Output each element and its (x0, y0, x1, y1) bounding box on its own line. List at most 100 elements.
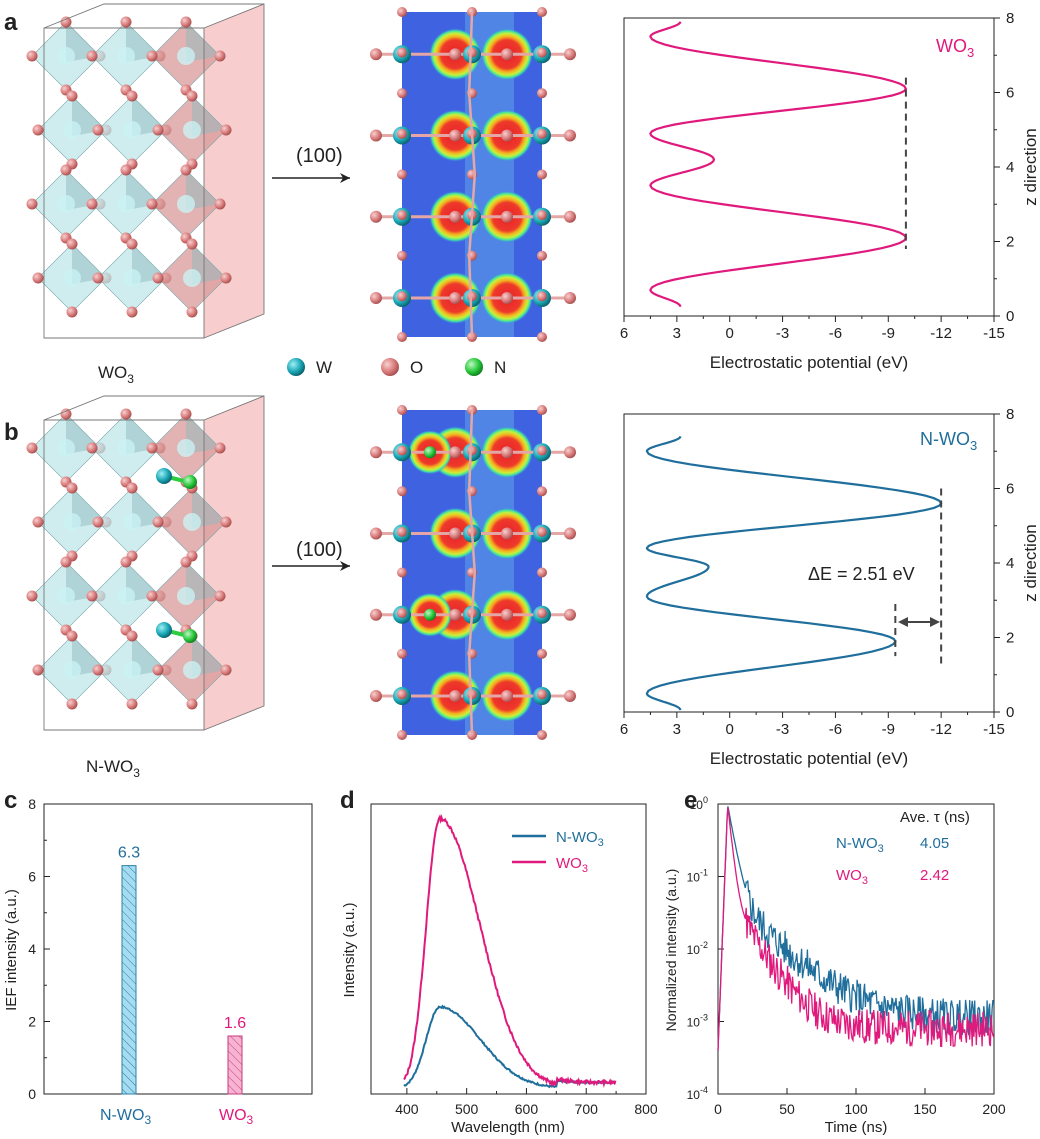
bar-nwo3 (121, 865, 137, 1095)
o-atom (397, 250, 407, 261)
w-atom (57, 439, 75, 457)
chart-a-frame (623, 17, 995, 317)
w-atom (117, 195, 135, 213)
plane-label-a: (100) (296, 145, 343, 167)
o-atom (501, 608, 513, 621)
pl-nwo3-line (403, 1004, 616, 1089)
o-atom (186, 698, 198, 710)
o-atom (370, 608, 382, 621)
bar-wo3-value: 1.6 (224, 1015, 246, 1032)
chart-d-ylabel: Intensity (a.u.) (341, 902, 358, 997)
octahedron-face (192, 488, 226, 528)
tau-header: Ave. τ (ns) (900, 809, 970, 826)
chart-d-xlabel: Wavelength (nm) (451, 1119, 565, 1136)
bar-nwo3-value: 6.3 (118, 845, 140, 862)
chart-c-frame (43, 803, 313, 1095)
chart-e-trpl: 0 50 100 150 200 10-4 10-3 10-2 10-1 100 Ave. τ (… (663, 795, 1006, 1136)
o-atom (537, 608, 547, 619)
octahedron-face (192, 244, 226, 284)
w-atom (57, 47, 75, 65)
x-tick-label: 400 (395, 1101, 419, 1117)
o-atom (397, 608, 407, 619)
n-atom-icon (465, 358, 483, 376)
o-atom (120, 556, 132, 568)
w-atom (117, 587, 135, 605)
o-atom (86, 50, 98, 62)
o-atom (397, 47, 407, 58)
o-atom (397, 526, 407, 537)
o-atom (467, 445, 477, 456)
o-atom (449, 608, 462, 621)
o-atom (397, 332, 407, 342)
w-atom (117, 47, 135, 65)
o-atom (449, 210, 462, 223)
w-atom-icon (287, 358, 305, 376)
o-atom (120, 164, 132, 176)
box-edge (203, 3, 265, 29)
x-tick-label: -12 (930, 325, 952, 342)
n-atom (183, 629, 197, 643)
plane-label-b: (100) (296, 539, 343, 561)
pink-plane (204, 396, 264, 730)
x-tick-label: 50 (779, 1101, 795, 1117)
chart-b-ylabel: z direction (1021, 524, 1040, 601)
x-tick-label: 100 (844, 1101, 868, 1117)
o-atom (152, 272, 164, 284)
nwo3-potential-line (645, 436, 943, 711)
chart-e-ylabel: Normalized intensity (a.u.) (663, 869, 679, 1032)
wo3-charge-density-map (370, 7, 576, 342)
octahedron-face (186, 170, 220, 210)
o-atom (564, 48, 576, 61)
w-atom (177, 587, 195, 605)
o-atom (92, 516, 104, 528)
o-atom (397, 648, 407, 659)
o-atom (467, 689, 477, 700)
y-tick-label: 2 (28, 1014, 36, 1030)
y-tick-label: 2 (1006, 234, 1014, 251)
o-atom (66, 630, 78, 642)
panel-label-c: c (4, 787, 17, 814)
o-atom (214, 50, 226, 62)
octahedron-face (186, 22, 220, 62)
o-atom (449, 527, 462, 540)
n-atom (424, 608, 436, 621)
legend-n: N (494, 358, 506, 377)
x-tick-label: 200 (982, 1101, 1006, 1117)
y-tick-label: 6 (1006, 85, 1014, 102)
o-atom (146, 442, 158, 454)
x-tick-label: 0 (714, 1101, 722, 1117)
o-atom (397, 486, 407, 497)
delta-e-label: ΔE = 2.51 eV (808, 564, 915, 584)
o-atom (501, 48, 513, 61)
o-atom (220, 664, 232, 676)
w-atom (123, 121, 141, 139)
o-atom (537, 730, 547, 740)
w-atom (123, 661, 141, 679)
o-atom (370, 527, 382, 540)
y-tick-label: 8 (28, 796, 36, 812)
y-tick-label: 10-1 (687, 868, 708, 885)
o-atom (537, 526, 547, 537)
x-tick-label: -3 (776, 325, 789, 342)
y-tick-label: 4 (28, 941, 36, 957)
o-atom (60, 16, 72, 28)
arrow-b-head (340, 561, 350, 571)
x-tick-label: 6 (620, 325, 628, 342)
x-tick-label: -15 (983, 721, 1005, 738)
y-tick-label: 8 (1006, 406, 1014, 423)
tau-nwo3: 4.05 (920, 835, 949, 852)
o-atom (120, 408, 132, 420)
o-atom (186, 90, 198, 102)
o-atom (370, 210, 382, 223)
legend-e-wo3: WO3 (836, 867, 868, 887)
o-atom (537, 250, 547, 261)
w-atom (57, 587, 75, 605)
o-atom (146, 198, 158, 210)
o-atom (32, 124, 44, 136)
o-atom (370, 129, 382, 142)
octahedron-face (192, 96, 226, 136)
o-atom (397, 210, 407, 221)
o-atom (467, 47, 477, 58)
chart-a-xlabel: Electrostatic potential (eV) (710, 353, 908, 372)
o-atom (26, 198, 38, 210)
